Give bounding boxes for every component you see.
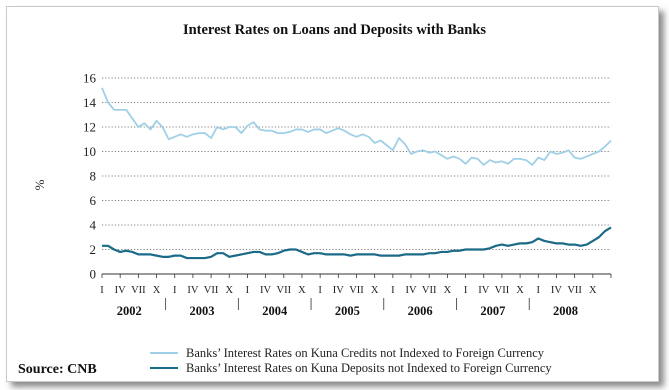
x-tick-label: I xyxy=(173,285,177,296)
x-tick-label: IV xyxy=(115,285,126,296)
x-tick-label: VII xyxy=(349,285,364,296)
x-tick-label: VII xyxy=(131,285,146,296)
x-tick-label: VII xyxy=(276,285,291,296)
x-tick-label: VII xyxy=(204,285,219,296)
year-label: 2007 xyxy=(480,304,505,318)
y-tick-label: 4 xyxy=(90,218,97,233)
series-line-credits xyxy=(101,87,612,166)
y-tick-label: 6 xyxy=(90,193,97,208)
y-tick-label: 8 xyxy=(90,169,97,184)
year-label: 2002 xyxy=(117,304,142,318)
source-note: Source: CNB xyxy=(18,362,97,377)
x-tick-label: I xyxy=(537,285,541,296)
x-tick-label: VII xyxy=(422,285,437,296)
x-tick-label: X xyxy=(444,285,452,296)
x-tick-label: IV xyxy=(551,285,562,296)
x-tick-label: I xyxy=(464,285,468,296)
x-tick-label: I xyxy=(100,285,104,296)
year-label: 2005 xyxy=(335,304,360,318)
legend-label-deposits: Banks’ Interest Rates on Kuna Deposits n… xyxy=(186,360,552,375)
x-tick-label: IV xyxy=(333,285,344,296)
x-tick-label: X xyxy=(589,285,597,296)
x-tick-label: X xyxy=(298,285,306,296)
legend-swatch-deposits xyxy=(150,367,178,369)
legend-swatch-credits xyxy=(150,352,178,354)
legend-item-credits: Banks’ Interest Rates on Kuna Credits no… xyxy=(150,345,544,361)
x-tick-label: X xyxy=(225,285,233,296)
series-line-deposits xyxy=(102,226,612,260)
chart-frame xyxy=(6,6,659,382)
legend-label-credits: Banks’ Interest Rates on Kuna Credits no… xyxy=(186,345,545,360)
y-tick-label: 12 xyxy=(83,120,96,135)
y-tick-label: 14 xyxy=(83,95,97,110)
x-tick-label: VII xyxy=(495,285,510,296)
chart-title: Interest Rates on Loans and Deposits wit… xyxy=(182,22,487,38)
x-tick-label: IV xyxy=(187,285,198,296)
x-tick-label: I xyxy=(318,285,322,296)
year-label: 2004 xyxy=(262,304,288,318)
y-tick-label: 2 xyxy=(90,242,97,257)
x-tick-label: IV xyxy=(478,285,489,296)
x-tick-label: X xyxy=(371,285,379,296)
year-label: 2008 xyxy=(553,304,578,318)
x-tick-label: X xyxy=(153,285,161,296)
x-tick-label: IV xyxy=(405,285,416,296)
x-tick-label: IV xyxy=(260,285,271,296)
year-label: 2006 xyxy=(408,304,433,318)
y-tick-label: 16 xyxy=(83,71,97,86)
year-label: 2003 xyxy=(189,304,214,318)
x-tick-label: X xyxy=(516,285,524,296)
x-tick-label: I xyxy=(391,285,395,296)
y-tick-label: 0 xyxy=(90,267,97,282)
y-tick-label: 10 xyxy=(83,144,96,159)
legend-item-deposits: Banks’ Interest Rates on Kuna Deposits n… xyxy=(150,360,552,376)
x-tick-label: I xyxy=(246,285,250,296)
x-tick-label: VII xyxy=(567,285,582,296)
y-axis-label: % xyxy=(32,179,47,190)
